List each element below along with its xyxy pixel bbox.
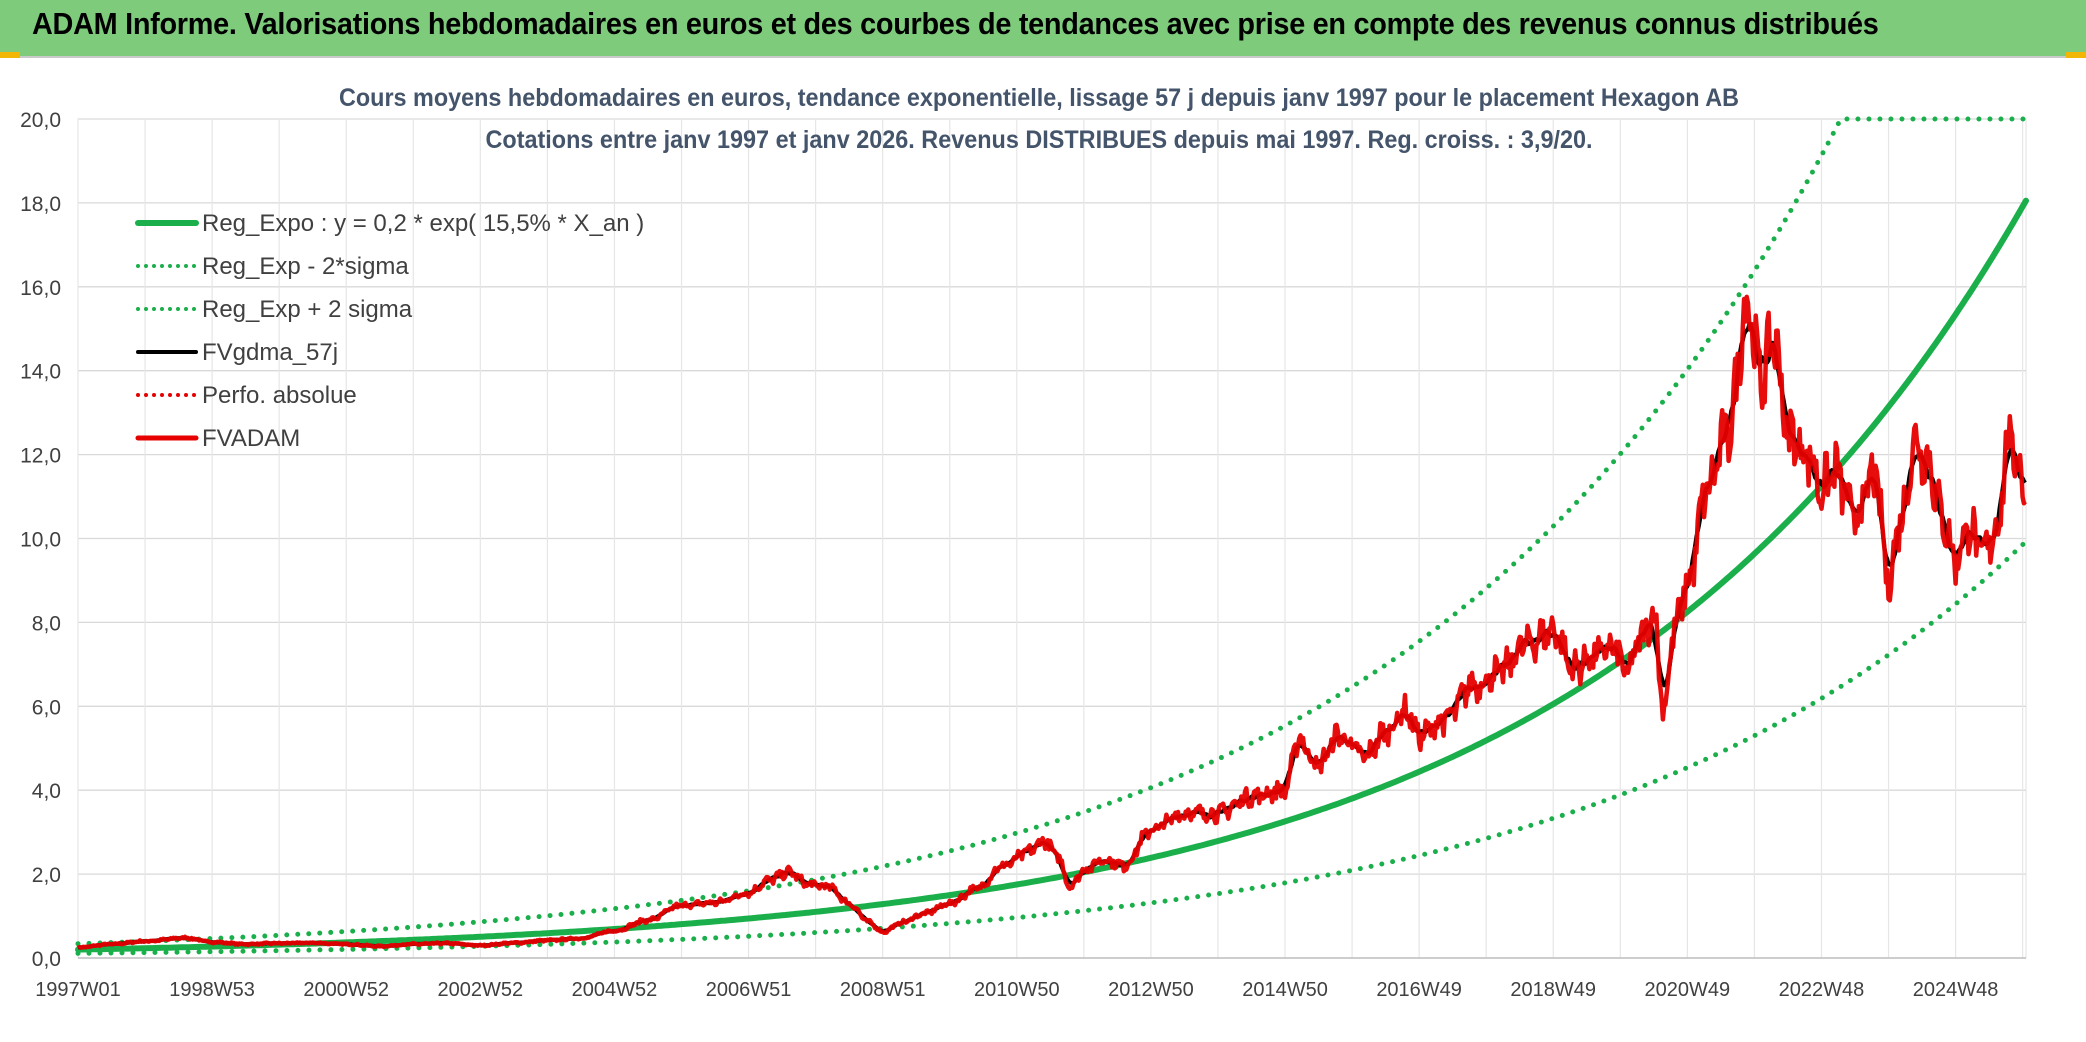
banner: ADAM Informe. Valorisations hebdomadaire… [0, 0, 2086, 58]
x-tick-label: 2004W52 [572, 979, 658, 1001]
chart-area: 0,0 2,0 4,0 6,0 8,0 10,0 12,0 14,0 16,0 18,0 20,0 1… [0, 58, 2086, 1037]
series-fvadam [76, 294, 2027, 950]
chart-title-line2: Cotations entre janv 1997 et janv 2026. … [486, 126, 1593, 154]
series-reg-plus-2sigma [75, 116, 2029, 947]
grid-layer [77, 118, 2027, 959]
legend-item: Perfo. absolue [136, 382, 357, 409]
series-reg-expo [75, 197, 2029, 953]
y-tick-label: 6,0 [32, 696, 61, 719]
banner-title: ADAM Informe. Valorisations hebdomadaire… [32, 6, 1879, 41]
legend-label: FVgdma_57j [202, 339, 338, 366]
y-tick-label: 2,0 [32, 864, 61, 887]
x-tick-label: 2018W49 [1510, 979, 1596, 1001]
legend-item: Reg_Expo : y = 0,2 * exp( 15,5% * X_an ) [135, 210, 644, 237]
y-tick-label: 12,0 [20, 445, 61, 468]
y-tick-label: 4,0 [32, 780, 61, 803]
corner-marker-left [0, 52, 20, 59]
chart-svg: 0,0 2,0 4,0 6,0 8,0 10,0 12,0 14,0 16,0 18,0 20,0 1… [20, 84, 2029, 1001]
corner-marker-right [2066, 52, 2086, 59]
x-tick-label: 2002W52 [438, 979, 524, 1001]
y-tick-label: 8,0 [32, 612, 61, 635]
y-tick-label: 16,0 [20, 277, 61, 300]
legend-item: FVgdma_57j [136, 339, 338, 366]
x-tick-label: 2012W50 [1108, 979, 1194, 1001]
legend: Reg_Expo : y = 0,2 * exp( 15,5% * X_an )… [135, 210, 644, 452]
x-tick-label: 2016W49 [1376, 979, 1462, 1001]
x-tick-label: 2008W51 [840, 979, 926, 1001]
x-tick-label: 2014W50 [1242, 979, 1328, 1001]
x-tick-label: 1997W01 [35, 979, 121, 1001]
legend-label: Perfo. absolue [202, 382, 357, 409]
legend-item: Reg_Exp - 2*sigma [136, 253, 409, 280]
y-tick-label: 18,0 [20, 193, 61, 216]
legend-label: Reg_Expo : y = 0,2 * exp( 15,5% * X_an ) [202, 210, 644, 237]
series-layer [75, 116, 2029, 956]
x-tick-label: 1998W53 [169, 979, 255, 1001]
y-tick-label: 0,0 [32, 948, 61, 971]
axis-layer: 0,0 2,0 4,0 6,0 8,0 10,0 12,0 14,0 16,0 18,0 20,0 1… [20, 109, 2026, 1001]
x-tick-label: 2020W49 [1645, 979, 1731, 1001]
x-tick-label: 2000W52 [303, 979, 389, 1001]
x-tick-label: 2006W51 [706, 979, 792, 1001]
chart-title-line1: Cours moyens hebdomadaires en euros, ten… [339, 84, 1739, 112]
legend-label: Reg_Exp + 2 sigma [202, 296, 413, 323]
y-tick-label: 14,0 [20, 361, 61, 384]
legend-item: FVADAM [135, 425, 300, 452]
legend-item: Reg_Exp + 2 sigma [136, 296, 413, 323]
series-reg-minus-2sigma [75, 539, 2029, 956]
legend-label: Reg_Exp - 2*sigma [202, 253, 409, 280]
y-tick-label: 10,0 [20, 529, 61, 552]
legend-label: FVADAM [202, 425, 300, 452]
y-tick-label: 20,0 [20, 109, 61, 132]
x-tick-label: 2024W48 [1913, 979, 1999, 1001]
x-tick-label: 2010W50 [974, 979, 1060, 1001]
x-tick-label: 2022W48 [1779, 979, 1865, 1001]
